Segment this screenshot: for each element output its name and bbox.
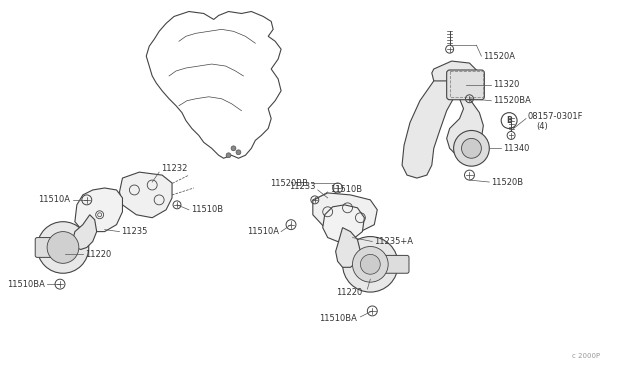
Circle shape [360, 254, 380, 274]
Polygon shape [75, 188, 122, 232]
Text: 11520A: 11520A [483, 52, 515, 61]
Text: 11510B: 11510B [191, 205, 223, 214]
Circle shape [236, 150, 241, 155]
Text: 11510B: 11510B [330, 186, 362, 195]
Bar [450, 71, 483, 97]
Text: 11520BB: 11520BB [270, 179, 308, 187]
Polygon shape [335, 228, 360, 267]
Polygon shape [120, 172, 172, 218]
Text: c 2000P: c 2000P [572, 353, 600, 359]
Text: 11520BA: 11520BA [493, 96, 531, 105]
Text: 11520B: 11520B [492, 177, 524, 186]
Circle shape [342, 237, 398, 292]
Polygon shape [323, 205, 364, 241]
Polygon shape [73, 215, 97, 250]
Text: 08157-0301F: 08157-0301F [528, 112, 584, 121]
Polygon shape [313, 193, 377, 234]
Text: 11235+A: 11235+A [374, 237, 413, 246]
Text: 11220: 11220 [84, 250, 111, 259]
Text: 11510BA: 11510BA [7, 280, 45, 289]
Circle shape [353, 247, 388, 282]
Text: 11235: 11235 [122, 227, 148, 236]
Text: B: B [506, 116, 512, 125]
Text: 11510A: 11510A [38, 195, 70, 204]
Text: 11233: 11233 [289, 183, 316, 192]
Circle shape [461, 138, 481, 158]
Text: 11320: 11320 [493, 80, 520, 89]
FancyBboxPatch shape [447, 70, 484, 100]
Polygon shape [402, 81, 456, 178]
Polygon shape [432, 61, 483, 155]
Text: 11510BA: 11510BA [319, 314, 357, 323]
Circle shape [231, 146, 236, 151]
Text: (4): (4) [536, 122, 548, 131]
Circle shape [47, 232, 79, 263]
Text: 11340: 11340 [503, 144, 529, 153]
Circle shape [37, 222, 89, 273]
Circle shape [226, 153, 231, 158]
FancyBboxPatch shape [35, 238, 64, 257]
Text: 11220: 11220 [336, 288, 362, 296]
Text: 11232: 11232 [161, 164, 188, 173]
Circle shape [454, 131, 490, 166]
Text: 11510A: 11510A [247, 227, 279, 236]
FancyBboxPatch shape [383, 256, 409, 273]
